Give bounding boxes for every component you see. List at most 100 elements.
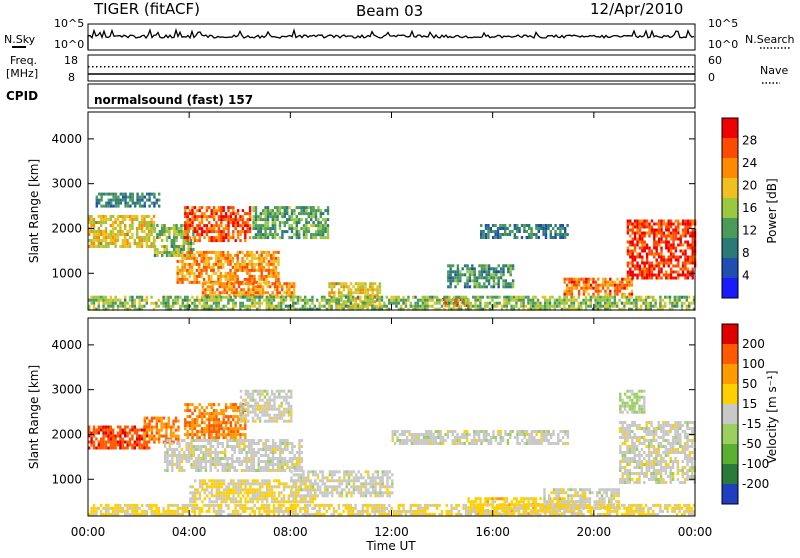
echo-cell	[293, 479, 295, 482]
echo-cell	[151, 420, 153, 423]
echo-cell	[618, 299, 620, 302]
echo-cell	[636, 262, 638, 265]
echo-cell	[261, 390, 263, 393]
echo-cell	[628, 296, 630, 299]
echo-cell	[146, 417, 148, 420]
echo-cell	[268, 302, 270, 305]
echo-cell	[148, 423, 150, 426]
echo-cell	[218, 302, 220, 305]
echo-cell	[250, 288, 252, 291]
echo-cell	[261, 393, 263, 396]
echo-cell	[309, 500, 311, 503]
echo-cell	[98, 230, 100, 233]
echo-cell	[627, 232, 629, 235]
echo-cell	[160, 417, 162, 420]
echo-region	[88, 426, 150, 450]
echo-cell	[114, 236, 116, 239]
echo-cell	[252, 408, 254, 411]
echo-cell	[293, 491, 295, 494]
echo-cell	[331, 285, 333, 288]
echo-cell	[191, 403, 193, 406]
echo-cell	[672, 277, 674, 280]
echo-cell	[672, 235, 674, 238]
nave-dot	[540, 66, 542, 68]
echo-cell	[650, 296, 652, 299]
echo-cell	[230, 403, 232, 406]
echo-cell	[264, 236, 266, 239]
echo-cell	[314, 497, 316, 500]
echo-cell	[226, 282, 228, 285]
echo-cell	[607, 287, 609, 290]
echo-cell	[447, 273, 449, 276]
echo-cell	[171, 451, 173, 454]
echo-cell	[571, 290, 573, 293]
echo-cell	[232, 488, 234, 491]
echo-cell	[265, 448, 267, 451]
echo-cell	[229, 463, 231, 466]
echo-cell	[259, 408, 261, 411]
echo-cell	[291, 285, 293, 288]
echo-cell	[95, 299, 97, 302]
echo-cell	[183, 454, 185, 457]
echo-cell	[315, 233, 317, 236]
echo-cell	[254, 420, 256, 423]
echo-cell	[196, 281, 198, 284]
echo-cell	[144, 417, 146, 420]
nave-dot	[352, 66, 354, 68]
echo-cell	[338, 491, 340, 494]
echo-cell	[265, 278, 267, 281]
echo-cell	[410, 305, 412, 308]
echo-cell	[226, 442, 228, 445]
echo-cell	[658, 238, 660, 241]
echo-cell	[259, 488, 261, 491]
echo-cell	[498, 270, 500, 273]
echo-cell	[264, 497, 266, 500]
echo-cell	[641, 250, 643, 253]
echo-cell	[414, 296, 416, 299]
echo-cell	[323, 305, 325, 308]
echo-cell	[256, 479, 258, 482]
echo-cell	[312, 212, 314, 215]
echo-cell	[213, 427, 215, 430]
echo-cell	[506, 227, 508, 230]
echo-cell	[677, 271, 679, 274]
echo-cell	[253, 439, 255, 442]
echo-cell	[293, 227, 295, 230]
echo-cell	[491, 299, 493, 302]
echo-cell	[237, 257, 239, 260]
echo-cell	[257, 215, 259, 218]
echo-cell	[493, 267, 495, 270]
echo-cell	[329, 491, 331, 494]
echo-cell	[186, 251, 188, 254]
echo-cell	[296, 457, 298, 460]
echo-cell	[144, 202, 146, 205]
nave-dot	[112, 66, 114, 68]
echo-cell	[209, 288, 211, 291]
echo-cell	[173, 227, 175, 230]
echo-cell	[486, 276, 488, 279]
echo-cell	[249, 482, 251, 485]
echo-cell	[102, 435, 104, 438]
echo-cell	[244, 485, 246, 488]
echo-cell	[288, 285, 290, 288]
echo-cell	[151, 426, 153, 429]
echo-cell	[243, 460, 245, 463]
echo-cell	[268, 263, 270, 266]
echo-cell	[174, 296, 176, 299]
echo-cell	[324, 485, 326, 488]
nave-dot	[328, 66, 330, 68]
echo-cell	[227, 251, 229, 254]
echo-cell	[338, 479, 340, 482]
echo-cell	[632, 238, 634, 241]
echo-cell	[166, 251, 168, 254]
echo-cell	[412, 296, 414, 299]
echo-cell	[124, 242, 126, 245]
echo-cell	[220, 209, 222, 212]
echo-cell	[629, 244, 631, 247]
echo-cell	[141, 435, 143, 438]
echo-cell	[434, 296, 436, 299]
echo-cell	[268, 488, 270, 491]
echo-cell	[246, 257, 248, 260]
echo-cell	[210, 305, 212, 308]
echo-cell	[188, 451, 190, 454]
